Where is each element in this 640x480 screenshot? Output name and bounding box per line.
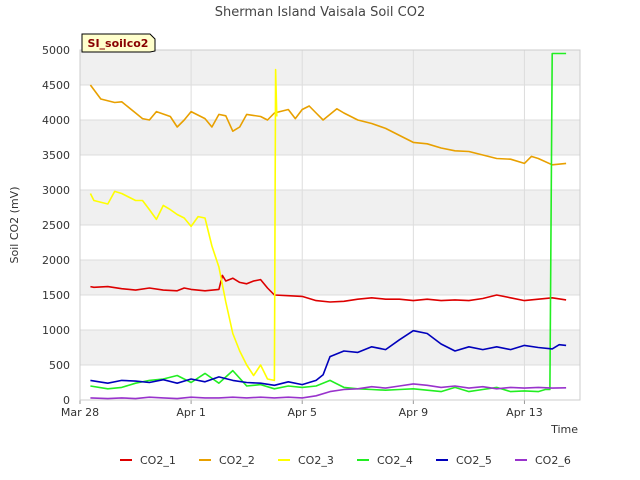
x-tick-label: Apr 13 bbox=[506, 406, 543, 419]
series-line-co2-6 bbox=[90, 383, 567, 400]
x-axis-label: Time bbox=[550, 423, 578, 436]
legend-item-co2-2: CO2_2 bbox=[199, 454, 255, 467]
background-band bbox=[80, 260, 580, 295]
site-label-box: SI_soilco2 bbox=[81, 33, 156, 53]
y-tick-label: 1500 bbox=[42, 289, 70, 302]
chart-title: Sherman Island Vaisala Soil CO2 bbox=[215, 5, 425, 20]
y-tick-label: 0 bbox=[63, 394, 70, 407]
background-band bbox=[80, 155, 580, 190]
legend-item-co2-3: CO2_3 bbox=[278, 454, 334, 467]
legend-item-co2-5: CO2_5 bbox=[436, 454, 492, 467]
legend-item-co2-6: CO2_6 bbox=[515, 454, 571, 467]
background-band bbox=[80, 120, 580, 155]
y-tick-label: 5000 bbox=[42, 44, 70, 57]
background-band bbox=[80, 190, 580, 225]
background-band bbox=[80, 50, 580, 85]
site-label-background bbox=[81, 33, 156, 53]
y-tick-label: 500 bbox=[49, 359, 70, 372]
y-tick-label: 3500 bbox=[42, 149, 70, 162]
plot-border bbox=[79, 49, 581, 401]
series-line-co2-3 bbox=[89, 68, 278, 382]
y-tick-label: 4000 bbox=[42, 114, 70, 127]
x-tick-label: Mar 28 bbox=[61, 406, 99, 419]
y-tick-label: 4500 bbox=[42, 79, 70, 92]
x-tick-label: Apr 1 bbox=[176, 406, 206, 419]
series-line-co2-4 bbox=[90, 52, 567, 393]
x-tick-label: Apr 5 bbox=[287, 406, 317, 419]
series-line-co2-1 bbox=[90, 274, 567, 303]
y-tick-label: 2500 bbox=[42, 219, 70, 232]
series-lines bbox=[89, 52, 567, 400]
y-tick-label: 3000 bbox=[42, 184, 70, 197]
legend-label: CO2_4 bbox=[377, 454, 413, 467]
background-band bbox=[80, 225, 580, 260]
background-band bbox=[80, 365, 580, 400]
x-axis-ticks: Mar 28 Apr 1 Apr 5 Apr 9 Apr 13 bbox=[61, 400, 543, 419]
background-band bbox=[80, 330, 580, 365]
legend-label: CO2_2 bbox=[219, 454, 255, 467]
y-tick-label: 1000 bbox=[42, 324, 70, 337]
legend-label: CO2_5 bbox=[456, 454, 492, 467]
y-axis-ticks: 0 500 1000 1500 2000 2500 3000 3500 4000 4500 5000 bbox=[42, 44, 70, 407]
series-line-co2-2 bbox=[89, 84, 567, 166]
legend-label: CO2_6 bbox=[535, 454, 571, 467]
y-tick-label: 2000 bbox=[42, 254, 70, 267]
y-axis-label: Soil CO2 (mV) bbox=[8, 187, 21, 264]
site-label: SI_soilco2 bbox=[88, 37, 149, 50]
plot-background bbox=[80, 50, 580, 400]
legend-item-co2-1: CO2_1 bbox=[120, 454, 176, 467]
legend: CO2_1 CO2_2 CO2_3 CO2_4 CO2_5 CO2_6 bbox=[120, 454, 571, 467]
x-tick-label: Apr 9 bbox=[399, 406, 429, 419]
legend-label: CO2_1 bbox=[140, 454, 176, 467]
legend-label: CO2_3 bbox=[298, 454, 334, 467]
legend-item-co2-4: CO2_4 bbox=[357, 454, 413, 467]
series-line-co2-5 bbox=[90, 329, 567, 387]
background-band bbox=[80, 295, 580, 330]
